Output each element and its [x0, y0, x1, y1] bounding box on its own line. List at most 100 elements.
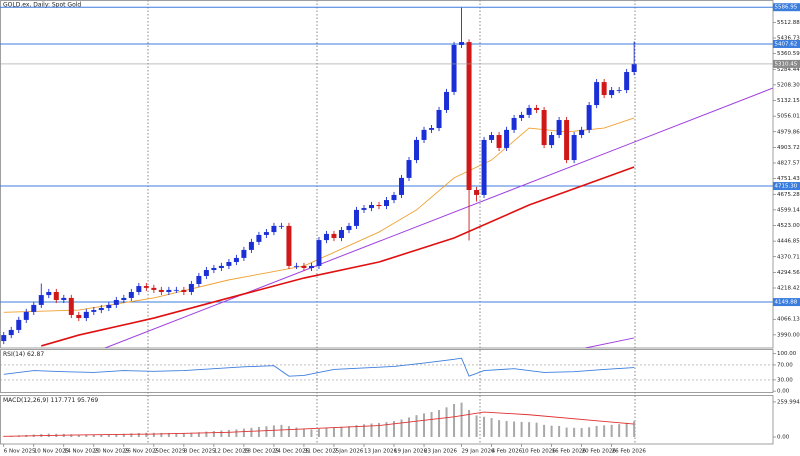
- macd-bar: [393, 421, 396, 437]
- macd-bar: [445, 407, 448, 437]
- moving-average: [41, 166, 635, 347]
- candle-body: [151, 287, 157, 290]
- x-tick-label: 24 Dec 2025: [274, 449, 310, 455]
- candle-body: [421, 129, 427, 140]
- level-label-box: [773, 298, 800, 307]
- candle-body: [361, 208, 367, 210]
- macd-bar: [580, 428, 583, 437]
- candle-body: [564, 120, 570, 161]
- macd-tick-label: 0.00: [777, 434, 790, 440]
- candle-body: [308, 265, 314, 268]
- x-tick-label: 10 Feb 2026: [522, 449, 557, 455]
- x-tick-label: 31 Dec 2025: [304, 449, 340, 455]
- macd-bar: [505, 421, 508, 437]
- macd-bar: [355, 425, 358, 437]
- x-tick-label: 13 Jan 2026: [364, 449, 397, 455]
- candle-body: [496, 135, 502, 148]
- candle-body: [173, 289, 179, 291]
- y-tick-label: 5360.59: [777, 51, 800, 57]
- macd-bar: [115, 434, 118, 437]
- candle-body: [271, 225, 277, 233]
- trendline: [104, 87, 773, 348]
- macd-bar: [205, 431, 208, 437]
- candle-body: [353, 209, 359, 226]
- macd-bar: [122, 433, 125, 437]
- candle-body: [8, 329, 14, 336]
- x-tick-label: 6 Nov 2025: [4, 449, 36, 455]
- macd-bar: [280, 424, 283, 437]
- candle-body: [38, 295, 44, 305]
- level-label-box: [773, 3, 800, 12]
- level-label: 5586.95: [775, 5, 798, 11]
- macd-bar: [498, 420, 501, 437]
- candle-body: [203, 270, 209, 276]
- macd-bar: [235, 429, 238, 437]
- x-tick-label: 2 Dec 2025: [154, 449, 186, 455]
- macd-bar: [423, 413, 426, 437]
- y-tick-label: 3990.00: [777, 332, 800, 338]
- macd-bar: [227, 429, 230, 437]
- candle-body: [143, 286, 149, 288]
- x-tick-label: 23 Jan 2026: [424, 449, 457, 455]
- macd-bar: [520, 421, 523, 437]
- macd-bar: [430, 412, 433, 437]
- chart-title: GOLD.ex, Daily: Spot Gold: [3, 2, 81, 9]
- candle-body: [256, 234, 262, 242]
- candle-body: [451, 44, 457, 92]
- x-tick-label: 26 Nov 2025: [124, 449, 160, 455]
- candle-body: [211, 267, 217, 271]
- candle-body: [556, 120, 562, 136]
- candle-body: [136, 286, 142, 292]
- y-tick-label: 5284.44: [777, 67, 800, 73]
- macd-bar: [475, 415, 478, 437]
- y-tick-label: 4979.86: [777, 129, 800, 135]
- macd-signal: [3, 411, 635, 437]
- macd-bar: [633, 421, 636, 437]
- x-tick-label: 4 Feb 2026: [492, 449, 523, 455]
- macd-bar: [468, 410, 471, 437]
- x-tick-label: 19 Jan 2026: [394, 449, 427, 455]
- candle-body: [331, 233, 337, 239]
- candle-body: [106, 304, 112, 308]
- candle-body: [474, 190, 480, 195]
- candle-body: [1, 335, 7, 342]
- macd-bar: [595, 425, 598, 437]
- current-price-box: [773, 59, 800, 68]
- main-panel: [0, 6, 773, 348]
- y-tick-label: 5436.73: [777, 36, 800, 42]
- candle-body: [338, 230, 344, 239]
- macd-bar: [130, 433, 133, 437]
- macd-bar: [77, 434, 80, 437]
- y-tick-label: 5056.01: [777, 114, 800, 120]
- macd-bar: [400, 419, 403, 437]
- candle-body: [624, 72, 630, 91]
- x-tick-label: 18 Dec 2025: [244, 449, 280, 455]
- x-tick-label: 7 Jan 2026: [334, 449, 364, 455]
- y-tick-label: 4370.71: [777, 254, 800, 260]
- macd-bar: [490, 418, 493, 437]
- candle-body: [293, 265, 299, 267]
- macd-bar: [175, 433, 178, 437]
- candle-body: [594, 82, 600, 106]
- candle-body: [128, 291, 134, 298]
- candle-body: [323, 233, 329, 241]
- candle-body: [481, 139, 487, 195]
- candle-body: [113, 299, 119, 305]
- candle-body: [121, 297, 127, 300]
- macd-bar: [257, 427, 260, 437]
- macd-tick-label: 259.994: [777, 399, 800, 405]
- candle-body: [248, 241, 254, 250]
- x-tick-label: 14 Nov 2025: [64, 449, 100, 455]
- macd-bar: [2, 436, 5, 437]
- macd-bar: [408, 417, 411, 437]
- macd-bar: [332, 427, 335, 437]
- candle-body: [346, 225, 352, 231]
- candle-body: [414, 139, 420, 161]
- candle-body: [53, 291, 59, 300]
- candle-body: [534, 107, 540, 110]
- candle-body: [511, 117, 517, 130]
- y-tick-label: 4218.42: [777, 285, 800, 291]
- macd-bar: [483, 416, 486, 437]
- y-tick-label: 4294.56: [777, 270, 800, 276]
